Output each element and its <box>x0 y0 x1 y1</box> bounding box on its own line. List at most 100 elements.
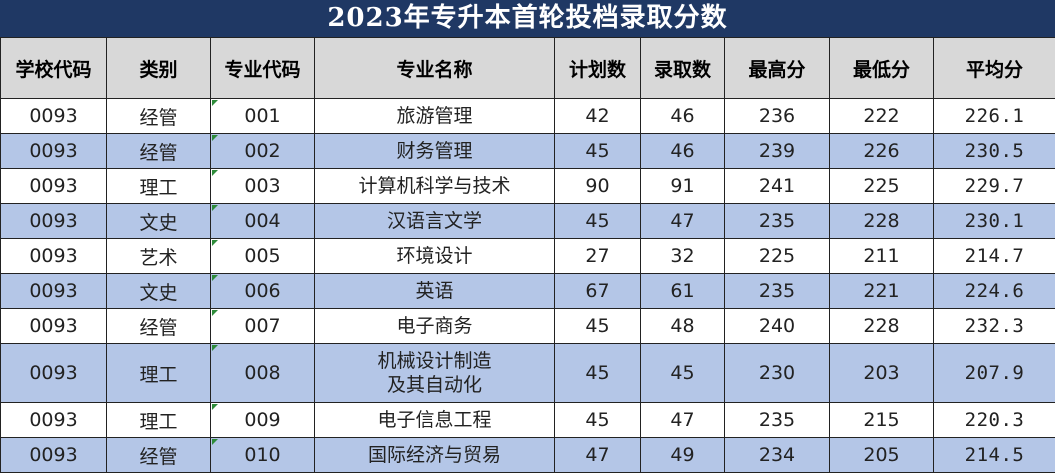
category-cell[interactable]: 经管 <box>107 99 211 134</box>
major-name-cell[interactable]: 环境设计 <box>315 239 555 274</box>
major-code-cell[interactable]: 007 <box>211 309 315 344</box>
major-name-cell[interactable]: 汉语言文学 <box>315 204 555 239</box>
school-code-cell[interactable]: 0093 <box>1 204 107 239</box>
school-code-cell[interactable]: 0093 <box>1 169 107 204</box>
major-name-cell[interactable]: 计算机科学与技术 <box>315 169 555 204</box>
category-cell[interactable]: 艺术 <box>107 239 211 274</box>
admitted-count-cell[interactable]: 47 <box>641 403 725 438</box>
min-score-cell[interactable]: 225 <box>830 169 934 204</box>
avg-score-cell[interactable]: 214.7 <box>934 239 1055 274</box>
min-score-cell[interactable]: 222 <box>830 99 934 134</box>
admitted-count-cell[interactable]: 46 <box>641 134 725 169</box>
avg-score-header: 平均分 <box>934 38 1055 99</box>
category-cell[interactable]: 文史 <box>107 204 211 239</box>
max-score-cell[interactable]: 235 <box>725 403 830 438</box>
admitted-count-cell[interactable]: 46 <box>641 99 725 134</box>
admitted-count-cell[interactable]: 91 <box>641 169 725 204</box>
major-code-cell[interactable]: 002 <box>211 134 315 169</box>
max-score-cell[interactable]: 239 <box>725 134 830 169</box>
avg-score-cell[interactable]: 226.1 <box>934 99 1055 134</box>
category-cell[interactable]: 文史 <box>107 274 211 309</box>
major-code-cell[interactable]: 003 <box>211 169 315 204</box>
school-code-cell[interactable]: 0093 <box>1 309 107 344</box>
avg-score-cell[interactable]: 229.7 <box>934 169 1055 204</box>
admitted-count-cell[interactable]: 47 <box>641 204 725 239</box>
admitted-count-cell[interactable]: 48 <box>641 309 725 344</box>
school-code-header: 学校代码 <box>1 38 107 99</box>
avg-score-cell[interactable]: 220.3 <box>934 403 1055 438</box>
category-cell[interactable]: 经管 <box>107 438 211 473</box>
avg-score-cell[interactable]: 232.3 <box>934 309 1055 344</box>
school-code-cell[interactable]: 0093 <box>1 403 107 438</box>
min-score-cell[interactable]: 226 <box>830 134 934 169</box>
min-score-cell[interactable]: 228 <box>830 204 934 239</box>
avg-score-cell[interactable]: 207.9 <box>934 344 1055 403</box>
major-code-cell[interactable]: 006 <box>211 274 315 309</box>
major-name-cell[interactable]: 电子信息工程 <box>315 403 555 438</box>
plan-count-cell[interactable]: 45 <box>555 204 641 239</box>
plan-count-cell[interactable]: 27 <box>555 239 641 274</box>
admitted-count-cell[interactable]: 49 <box>641 438 725 473</box>
avg-score-cell[interactable]: 230.5 <box>934 134 1055 169</box>
school-code-cell[interactable]: 0093 <box>1 438 107 473</box>
school-code-cell[interactable]: 0093 <box>1 134 107 169</box>
major-name-cell[interactable]: 英语 <box>315 274 555 309</box>
plan-count-cell[interactable]: 42 <box>555 99 641 134</box>
major-code-header: 专业代码 <box>211 38 315 99</box>
plan-count-cell[interactable]: 47 <box>555 438 641 473</box>
avg-score-cell[interactable]: 230.1 <box>934 204 1055 239</box>
max-score-cell[interactable]: 235 <box>725 204 830 239</box>
max-score-header: 最高分 <box>725 38 830 99</box>
school-code-cell[interactable]: 0093 <box>1 239 107 274</box>
category-cell[interactable]: 理工 <box>107 344 211 403</box>
school-code-cell[interactable]: 0093 <box>1 99 107 134</box>
major-code-cell[interactable]: 001 <box>211 99 315 134</box>
major-code-cell[interactable]: 009 <box>211 403 315 438</box>
max-score-cell[interactable]: 225 <box>725 239 830 274</box>
plan-count-cell[interactable]: 45 <box>555 403 641 438</box>
major-code-cell[interactable]: 005 <box>211 239 315 274</box>
min-score-cell[interactable]: 228 <box>830 309 934 344</box>
category-cell[interactable]: 经管 <box>107 309 211 344</box>
max-score-cell[interactable]: 235 <box>725 274 830 309</box>
major-code-cell[interactable]: 010 <box>211 438 315 473</box>
plan-count-cell[interactable]: 45 <box>555 344 641 403</box>
min-score-cell[interactable]: 215 <box>830 403 934 438</box>
major-name-cell[interactable]: 旅游管理 <box>315 99 555 134</box>
min-score-cell[interactable]: 203 <box>830 344 934 403</box>
max-score-cell[interactable]: 230 <box>725 344 830 403</box>
plan-count-cell[interactable]: 45 <box>555 309 641 344</box>
min-score-cell[interactable]: 221 <box>830 274 934 309</box>
admitted-count-cell[interactable]: 61 <box>641 274 725 309</box>
major-name-cell[interactable]: 电子商务 <box>315 309 555 344</box>
category-cell[interactable]: 经管 <box>107 134 211 169</box>
category-cell[interactable]: 理工 <box>107 169 211 204</box>
max-score-cell[interactable]: 234 <box>725 438 830 473</box>
plan-count-cell[interactable]: 67 <box>555 274 641 309</box>
major-name-cell[interactable]: 财务管理 <box>315 134 555 169</box>
category-cell[interactable]: 理工 <box>107 403 211 438</box>
admitted-count-cell[interactable]: 45 <box>641 344 725 403</box>
major-code-cell[interactable]: 004 <box>211 204 315 239</box>
min-score-cell[interactable]: 205 <box>830 438 934 473</box>
school-code-cell[interactable]: 0093 <box>1 274 107 309</box>
admitted-count-header: 录取数 <box>641 38 725 99</box>
max-score-cell[interactable]: 236 <box>725 99 830 134</box>
major-name-cell[interactable]: 机械设计制造及其自动化 <box>315 344 555 403</box>
plan-count-cell[interactable]: 45 <box>555 134 641 169</box>
max-score-cell[interactable]: 241 <box>725 169 830 204</box>
min-score-cell[interactable]: 211 <box>830 239 934 274</box>
admitted-count-cell[interactable]: 32 <box>641 239 725 274</box>
major-name-cell[interactable]: 国际经济与贸易 <box>315 438 555 473</box>
plan-count-cell[interactable]: 90 <box>555 169 641 204</box>
avg-score-cell[interactable]: 224.6 <box>934 274 1055 309</box>
school-code-cell[interactable]: 0093 <box>1 344 107 403</box>
avg-score-cell[interactable]: 214.5 <box>934 438 1055 473</box>
max-score-cell[interactable]: 240 <box>725 309 830 344</box>
major-code-cell[interactable]: 008 <box>211 344 315 403</box>
